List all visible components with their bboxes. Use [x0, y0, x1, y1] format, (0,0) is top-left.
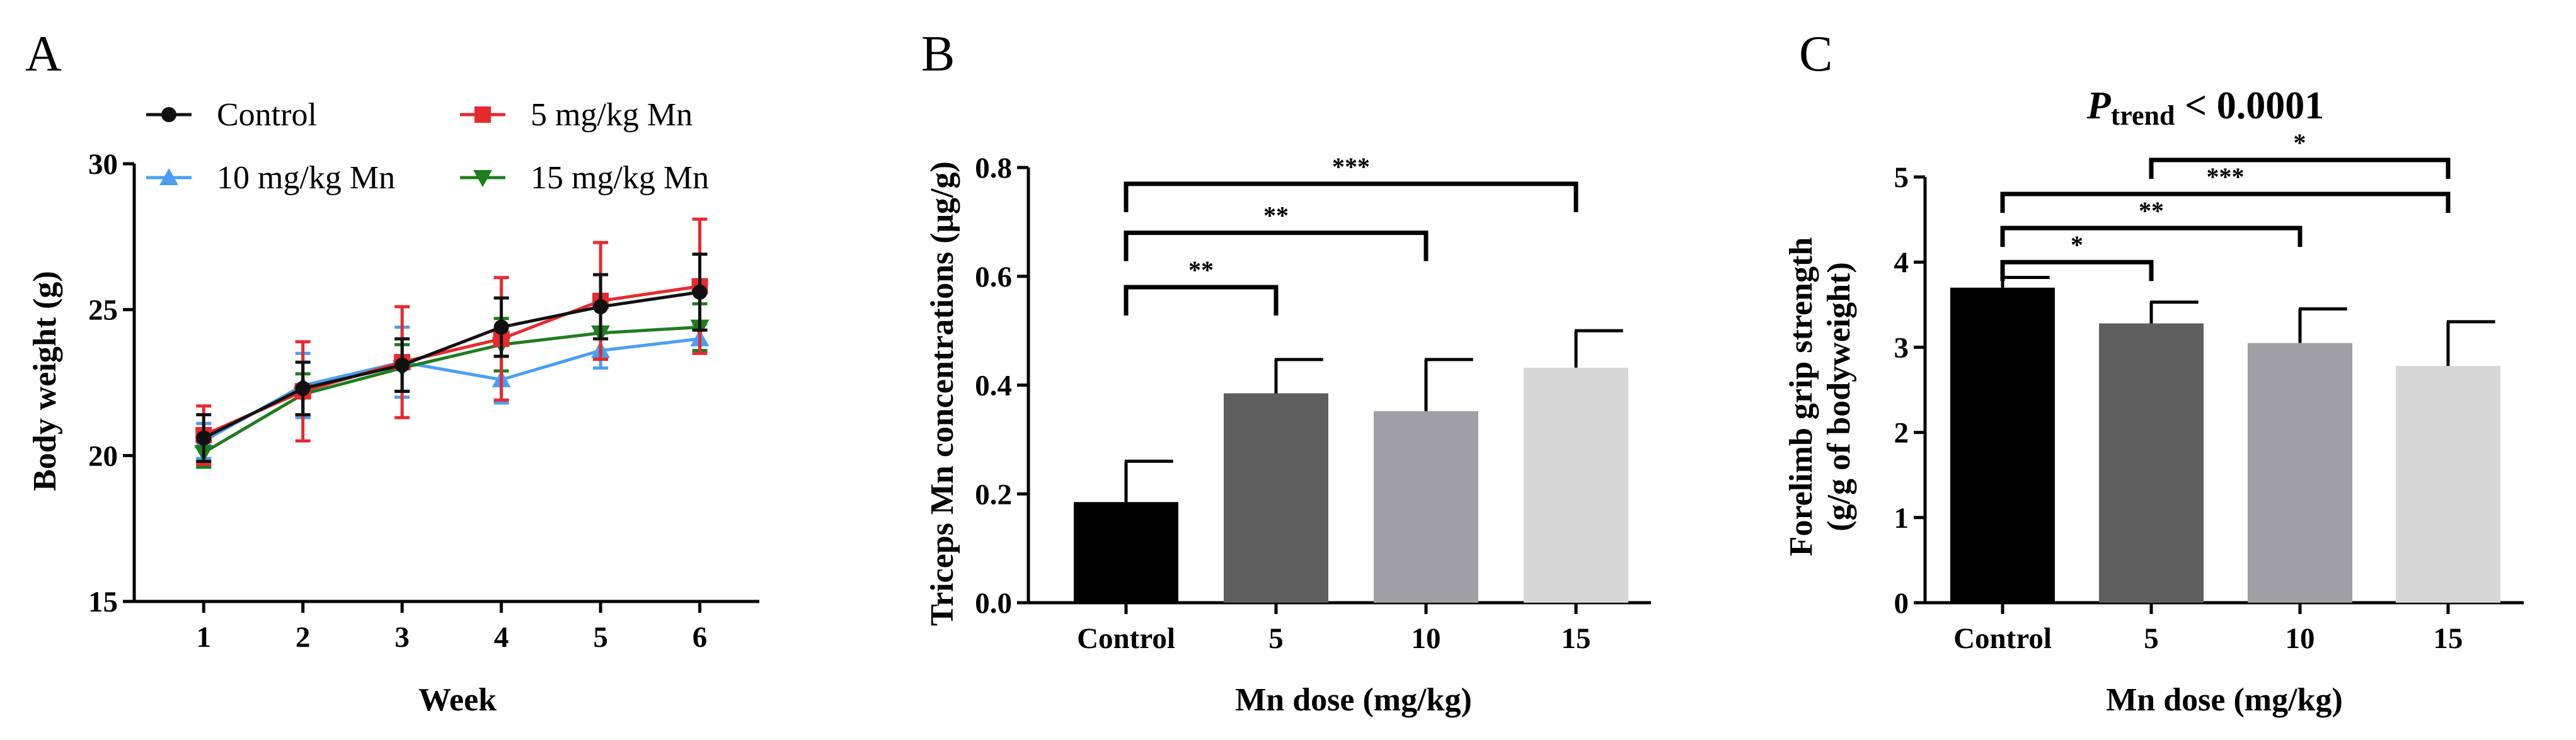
legend-marker	[474, 106, 491, 123]
bar	[1074, 502, 1178, 603]
bar	[1524, 367, 1628, 603]
panel-a-x-tick-label: 5	[593, 621, 608, 654]
panel-c-x-tick-label: 5	[2144, 622, 2159, 655]
panel-a-y-tick-label: 30	[88, 148, 118, 181]
panel-a-y-tick-label: 20	[88, 440, 118, 472]
panel-c-y-tick-label: 5	[1894, 161, 1909, 194]
panel-a-x-tick-label: 4	[494, 621, 509, 654]
panel-c-x-tick-label: 15	[2434, 622, 2463, 655]
panel-label-c: C	[1799, 26, 1832, 82]
bar	[2099, 323, 2204, 603]
panel-a-legend: Control 5 mg/kg Mn 10 mg/kg Mn 15 mg/kg Mn	[146, 97, 709, 196]
panel-a-y-tick-label: 25	[88, 294, 118, 327]
data-point	[295, 380, 311, 396]
panel-c-x-axis-title: Mn dose (mg/kg)	[2106, 682, 2343, 718]
panel-b-y-tick-label: 0.6	[975, 261, 1012, 293]
data-point	[196, 430, 212, 446]
significance-label: **	[2139, 196, 2164, 225]
legend-marker	[473, 170, 492, 187]
panel-b-x-tick-label: 15	[1561, 622, 1591, 655]
significance-bracket	[1124, 231, 1429, 261]
panel-b-y-tick-label: 0.4	[975, 370, 1012, 402]
series-line-1	[203, 285, 700, 437]
legend-marker	[161, 107, 176, 122]
legend-label: Control	[217, 97, 317, 133]
significance-bracket	[2149, 157, 2451, 179]
panel-a-y-tick-label: 15	[88, 586, 118, 618]
panel-c-y-tick-label: 0	[1894, 587, 1909, 620]
legend-marker	[159, 168, 178, 185]
panel-b-y-tick-label: 0.0	[975, 587, 1012, 620]
legend-label: 15 mg/kg Mn	[531, 160, 709, 196]
significance-label: ***	[2207, 162, 2245, 191]
legend-label: 5 mg/kg Mn	[531, 97, 693, 133]
significance-bracket	[2000, 191, 2451, 213]
panel-a-x-tick-label: 6	[693, 621, 708, 654]
panel-c-y-axis-title-line2: (g/g of bodyweight)	[1821, 262, 1857, 532]
data-point	[593, 299, 609, 315]
data-point	[692, 284, 708, 300]
series-line-2	[203, 337, 700, 443]
bar	[1224, 393, 1328, 603]
panel-b-y-tick-label: 0.2	[975, 478, 1012, 511]
panel-a-plot: 15 20 25 30 1 2 3 4 5 6	[88, 148, 759, 654]
bar	[1950, 287, 2055, 603]
panel-a-x-tick-label: 3	[394, 621, 410, 654]
panel-b-x-tick-label: Control	[1077, 622, 1175, 655]
series-line-0	[203, 290, 700, 440]
panel-c-x-tick-label: 10	[2286, 622, 2315, 655]
significance-label: **	[1188, 256, 1214, 284]
panel-b-y-tick-label: 0.8	[975, 152, 1012, 185]
significance-bracket	[1124, 181, 1578, 212]
panel-label-b: B	[921, 26, 955, 82]
panel-a-x-tick-label: 1	[196, 621, 211, 654]
panel-a-x-tick-label: 2	[296, 621, 311, 654]
bar	[2396, 366, 2500, 603]
panel-a-x-axis-title: Week	[418, 682, 497, 718]
series-line-3	[202, 325, 700, 454]
panel-c-title-rest: < 0.0001	[2175, 84, 2324, 127]
panel-c-y-tick-label: 3	[1894, 331, 1909, 364]
legend-label: 10 mg/kg Mn	[217, 160, 395, 196]
panel-b-x-axis-title: Mn dose (mg/kg)	[1235, 682, 1472, 718]
panel-c-y-tick-label: 1	[1894, 502, 1909, 535]
panel-c-y-tick-label: 2	[1894, 417, 1909, 450]
panel-c-x-tick-label: Control	[1953, 622, 2052, 655]
panel-c-y-axis-title-line1: Forelimb grip strength	[1783, 237, 1819, 557]
significance-label: **	[1263, 202, 1289, 230]
panel-b-x-tick-label: 5	[1268, 622, 1284, 655]
panel-a-y-axis-title: Body weight (g)	[27, 271, 63, 491]
significance-bracket	[2000, 259, 2154, 282]
panel-c-title-p: P	[2086, 84, 2112, 127]
significance-label: *	[2294, 128, 2306, 157]
significance-label: *	[2071, 231, 2083, 259]
data-point	[394, 357, 410, 373]
panel-c-title: Ptrend < 0.0001	[2086, 84, 2325, 131]
significance-label: ***	[1332, 152, 1370, 181]
significance-bracket	[1124, 285, 1279, 316]
panel-b-x-tick-label: 10	[1412, 622, 1441, 655]
bar	[2248, 343, 2352, 603]
panel-label-a: A	[25, 26, 62, 82]
panel-b-y-axis-title: Triceps Mn concentrations (μg/g)	[924, 161, 960, 626]
panel-c-y-tick-label: 4	[1894, 246, 1909, 279]
panel-c-title-sub: trend	[2111, 100, 2175, 131]
bar	[1374, 411, 1478, 603]
significance-bracket	[2000, 225, 2303, 248]
data-point	[493, 319, 509, 335]
